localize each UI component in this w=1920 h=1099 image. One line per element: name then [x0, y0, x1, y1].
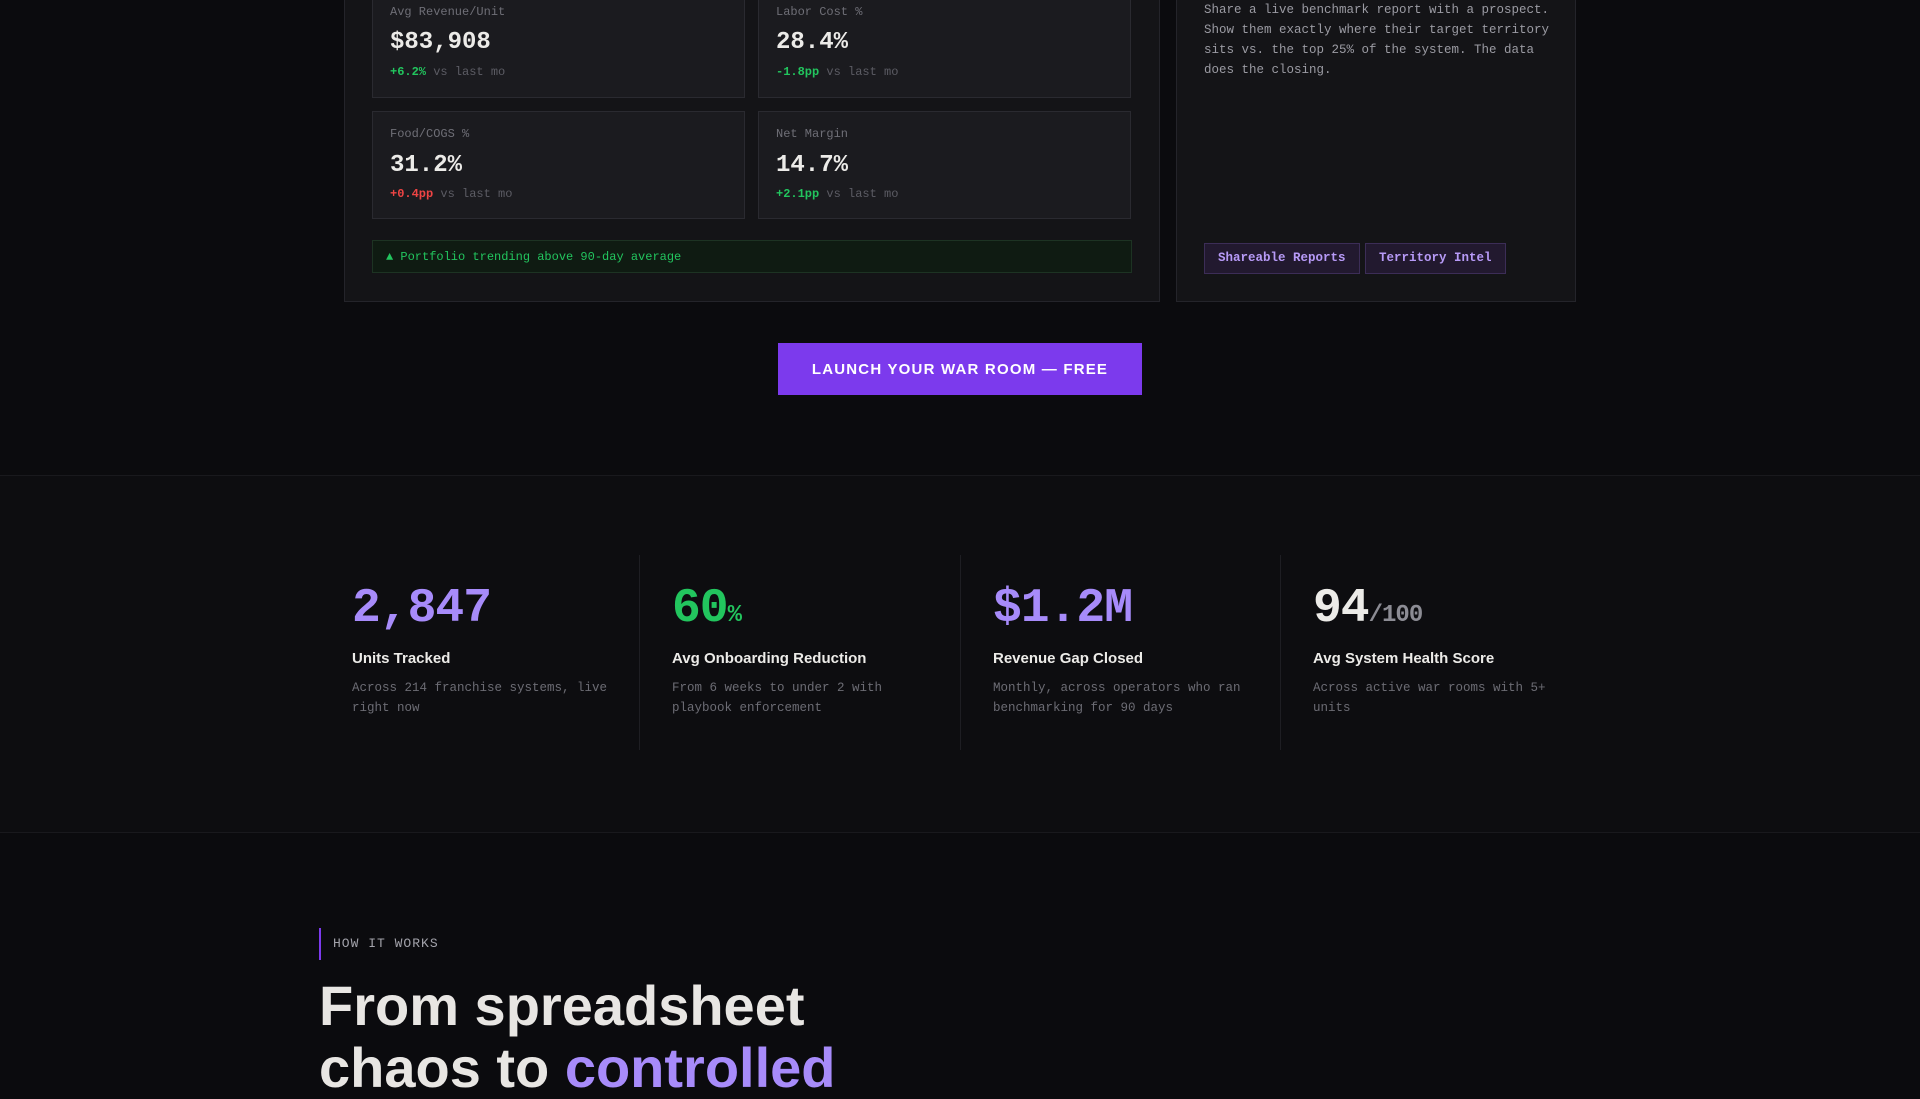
- stat-number: 2,847: [352, 582, 492, 636]
- kpi-delta-value: +2.1pp: [776, 187, 820, 201]
- kpi-value: 28.4%: [776, 29, 849, 56]
- stat-value: 60%: [672, 582, 742, 636]
- kpi-label: Labor Cost %: [776, 5, 863, 19]
- tag-shareable-reports: Shareable Reports: [1204, 243, 1360, 274]
- kpi-label: Food/COGS %: [390, 127, 470, 141]
- tag-territory-intel: Territory Intel: [1365, 243, 1506, 274]
- kpi-label: Net Margin: [776, 127, 849, 141]
- launch-war-room-button[interactable]: LAUNCH YOUR WAR ROOM — FREE: [778, 343, 1142, 395]
- stat-number: 94: [1313, 582, 1370, 636]
- stat-suffix: /100: [1368, 602, 1424, 629]
- stat-number: $1.2M: [993, 582, 1133, 636]
- kpi-delta-value: -1.8pp: [776, 65, 820, 79]
- stat-title: Revenue Gap Closed: [993, 650, 1144, 667]
- headline-line-1: From spreadsheet: [319, 974, 805, 1037]
- stat-description: Across 214 franchise systems, live right…: [352, 681, 608, 715]
- stat-value: $1.2M: [993, 582, 1133, 636]
- kpi-delta-value: +0.4pp: [390, 187, 434, 201]
- kpi-delta-value: +6.2%: [390, 65, 427, 79]
- stat-description: From 6 weeks to under 2 with playbook en…: [672, 681, 883, 715]
- stat-value: 2,847: [352, 582, 492, 636]
- kpi-value: 31.2%: [390, 152, 463, 179]
- kpi-delta: +6.2% vs last mo: [390, 65, 505, 79]
- kpi-label: Avg Revenue/Unit: [390, 5, 506, 19]
- stat-suffix: %: [727, 602, 742, 629]
- kpi-delta-suffix: vs last mo: [440, 187, 513, 201]
- feature-description: Share a live benchmark report with a pro…: [1204, 3, 1550, 77]
- stat-title: Units Tracked: [352, 650, 451, 667]
- kpi-card-net-margin: Net Margin 14.7% +2.1pp vs last mo: [758, 111, 1131, 219]
- stat-revenue-gap: $1.2M Revenue Gap Closed Monthly, across…: [960, 555, 1280, 750]
- headline-line-2-plain: chaos to: [319, 1036, 565, 1099]
- kpi-card-food-cogs: Food/COGS % 31.2% +0.4pp vs last mo: [372, 111, 745, 219]
- stat-title: Avg Onboarding Reduction: [672, 650, 867, 667]
- kpi-delta-suffix: vs last mo: [826, 65, 899, 79]
- section-eyebrow: HOW IT WORKS: [319, 928, 439, 960]
- kpi-card-avg-revenue: Avg Revenue/Unit $83,908 +6.2% vs last m…: [372, 0, 745, 98]
- section-headline: From spreadsheet chaos to controlled: [319, 975, 1219, 1099]
- kpi-value: 14.7%: [776, 152, 849, 179]
- stat-onboarding-reduction: 60% Avg Onboarding Reduction From 6 week…: [639, 555, 959, 750]
- kpi-delta: -1.8pp vs last mo: [776, 65, 898, 79]
- stat-units-tracked: 2,847 Units Tracked Across 214 franchise…: [320, 555, 640, 750]
- stat-value: 94/100: [1313, 582, 1424, 636]
- kpi-delta: +2.1pp vs last mo: [776, 187, 898, 201]
- kpi-delta: +0.4pp vs last mo: [390, 187, 512, 201]
- kpi-delta-suffix: vs last mo: [433, 65, 506, 79]
- stat-title: Avg System Health Score: [1313, 650, 1495, 667]
- kpi-card-labor-cost: Labor Cost % 28.4% -1.8pp vs last mo: [758, 0, 1131, 98]
- kpi-delta-suffix: vs last mo: [826, 187, 899, 201]
- trend-banner: ▲ Portfolio trending above 90-day averag…: [372, 240, 1132, 273]
- kpi-value: $83,908: [390, 29, 491, 56]
- stat-description: Monthly, across operators who ran benchm…: [993, 681, 1241, 715]
- stat-health-score: 94/100 Avg System Health Score Across ac…: [1280, 555, 1600, 750]
- stat-description: Across active war rooms with 5+ units: [1313, 681, 1546, 715]
- stat-number: 60: [672, 582, 729, 636]
- headline-line-2-accent: controlled: [564, 1036, 836, 1099]
